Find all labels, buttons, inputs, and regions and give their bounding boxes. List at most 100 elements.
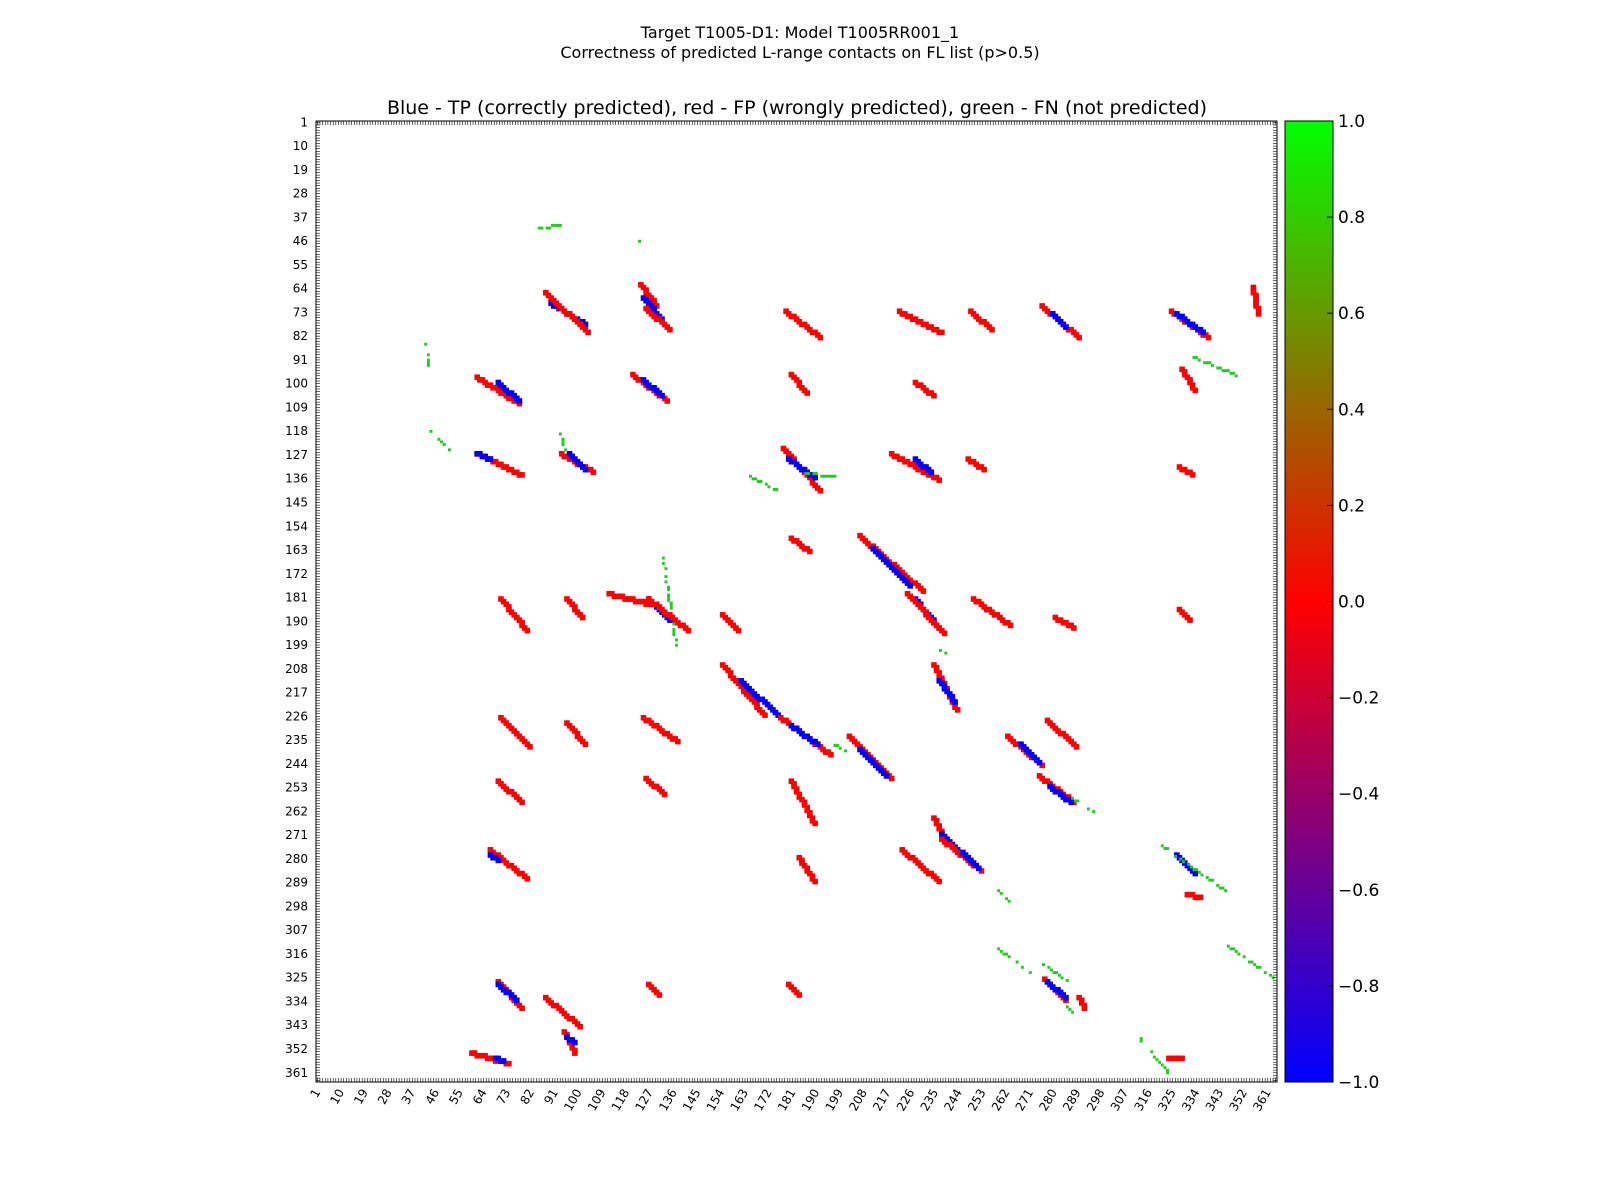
contact-cell-tp bbox=[1044, 979, 1048, 982]
contact-cell-fp bbox=[482, 379, 486, 383]
contact-cell-fp bbox=[814, 332, 818, 336]
contact-cell-fp bbox=[498, 464, 502, 468]
contact-cell-tp bbox=[917, 598, 921, 602]
contact-cell-tp bbox=[788, 456, 792, 460]
contact-cell-fn bbox=[1192, 355, 1196, 359]
contact-cell-fp bbox=[933, 667, 937, 671]
contact-cell-tp bbox=[669, 619, 673, 623]
contact-cell-tp bbox=[1063, 997, 1067, 1001]
contact-cell-fp bbox=[643, 601, 647, 605]
contact-cell-fp bbox=[550, 300, 554, 304]
contact-cell-fp bbox=[669, 614, 673, 618]
contact-cell-fp bbox=[944, 633, 948, 637]
contact-cell-tp bbox=[1203, 329, 1207, 333]
contact-cell-fp bbox=[508, 398, 512, 402]
contact-cell-tp bbox=[490, 456, 494, 460]
contact-cell-fp bbox=[814, 878, 818, 882]
contact-cell-fp bbox=[1042, 308, 1045, 312]
contact-cell-fp bbox=[1055, 730, 1059, 734]
contact-cell-tp bbox=[949, 839, 953, 843]
contact-cell-fp bbox=[514, 796, 517, 800]
contact-cell-fp bbox=[656, 994, 660, 998]
contact-cell-fp bbox=[915, 316, 919, 320]
contact-cell-fp bbox=[791, 778, 795, 782]
contact-cell-fp bbox=[896, 311, 900, 315]
contact-cell-fp bbox=[648, 311, 652, 315]
contact-cell-fp bbox=[659, 609, 663, 613]
contact-cell-fp bbox=[878, 548, 882, 552]
contact-cell-fp bbox=[923, 387, 927, 391]
contact-cell-fn bbox=[1160, 1063, 1164, 1067]
contact-cell-fp bbox=[521, 619, 525, 623]
contact-cell-fp bbox=[917, 385, 921, 388]
contact-cell-fp bbox=[923, 614, 927, 618]
contact-cell-fp bbox=[516, 730, 520, 734]
contact-cell-fp bbox=[1253, 287, 1257, 291]
contact-cell-fp bbox=[503, 783, 507, 787]
contact-cell-tp bbox=[873, 759, 876, 763]
contact-cell-tp bbox=[643, 382, 647, 386]
contact-cell-fp bbox=[500, 461, 504, 465]
contact-cell-fp bbox=[796, 377, 800, 381]
contact-cell-tp bbox=[659, 395, 663, 399]
contact-cell-fp bbox=[933, 625, 937, 629]
contact-cell-fp bbox=[925, 474, 929, 478]
contact-cell-tp bbox=[659, 390, 663, 394]
contact-cell-tp bbox=[516, 400, 520, 404]
contact-cell-fp bbox=[915, 321, 919, 325]
contact-cell-fp bbox=[495, 385, 499, 388]
contact-cell-fp bbox=[904, 461, 908, 465]
contact-cell-fp bbox=[976, 466, 979, 470]
contact-cell-fn bbox=[1218, 886, 1222, 890]
contact-cell-fp bbox=[939, 625, 943, 629]
contact-cell-fp bbox=[556, 1002, 560, 1006]
contact-cell-tp bbox=[1023, 744, 1027, 748]
contact-cell-fp bbox=[804, 548, 808, 552]
contact-cell-fn bbox=[1042, 963, 1045, 967]
contact-cell-fp bbox=[936, 627, 940, 631]
contact-cell-fp bbox=[1189, 387, 1193, 391]
contact-cell-tp bbox=[886, 775, 890, 779]
contact-cell-fp bbox=[812, 878, 816, 882]
contact-cell-fp bbox=[622, 596, 626, 600]
contact-cell-fp bbox=[640, 287, 644, 291]
contact-cell-fp bbox=[991, 329, 995, 333]
contact-cell-fn bbox=[556, 223, 560, 227]
contact-cell-fp bbox=[548, 297, 552, 301]
contact-cell-fp bbox=[1078, 994, 1082, 998]
contact-cell-tp bbox=[498, 1055, 502, 1059]
contact-cell-fn bbox=[1216, 883, 1220, 887]
contact-cell-fn bbox=[1195, 868, 1199, 872]
contact-cell-fn bbox=[1234, 949, 1238, 953]
contact-cell-fp bbox=[1179, 609, 1183, 613]
contact-cell-fn bbox=[669, 606, 673, 610]
contact-cell-fp bbox=[506, 469, 510, 473]
contact-cell-fp bbox=[814, 334, 818, 338]
contact-cell-fp bbox=[936, 625, 940, 629]
contact-cell-fp bbox=[915, 385, 919, 388]
contact-cell-fp bbox=[593, 469, 597, 473]
contact-cell-fp bbox=[653, 786, 657, 790]
contact-cell-fp bbox=[1065, 625, 1069, 629]
contact-cell-tp bbox=[873, 765, 876, 769]
contact-cell-tp bbox=[646, 297, 649, 301]
contact-cell-fp bbox=[809, 332, 813, 336]
contact-cell-fp bbox=[651, 722, 655, 726]
contact-cell-fp bbox=[572, 609, 576, 613]
contact-cell-fp bbox=[799, 543, 803, 547]
contact-cell-tp bbox=[1187, 321, 1191, 325]
contact-cell-fp bbox=[545, 292, 549, 296]
contact-cell-fp bbox=[719, 664, 723, 668]
contact-cell-fp bbox=[931, 324, 935, 328]
contact-cell-fp bbox=[1002, 622, 1006, 626]
contact-cell-fp bbox=[939, 878, 943, 882]
contact-cell-fp bbox=[580, 738, 583, 742]
contact-cell-fp bbox=[730, 675, 734, 679]
contact-cell-fp bbox=[735, 680, 739, 684]
contact-cell-fp bbox=[857, 741, 861, 745]
contact-cell-fp bbox=[653, 725, 657, 729]
contact-cell-fp bbox=[1205, 334, 1209, 338]
contact-cell-fp bbox=[677, 622, 681, 626]
contact-cell-fp bbox=[651, 316, 655, 320]
contact-cell-tp bbox=[880, 770, 884, 774]
